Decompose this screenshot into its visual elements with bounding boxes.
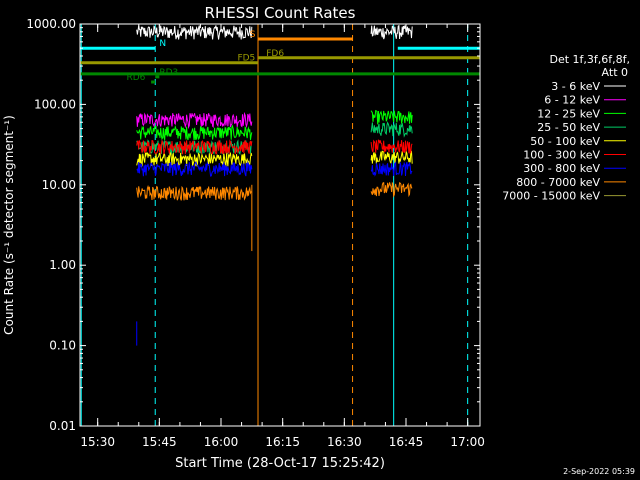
legend-entry-label: 3 - 6 keV xyxy=(551,80,600,93)
state-bar-label: N xyxy=(159,39,166,49)
y-tick-label: 1.00 xyxy=(49,258,76,272)
series-line xyxy=(136,139,253,155)
footer-timestamp: 2-Sep-2022 05:39 xyxy=(563,467,635,476)
series-line xyxy=(370,181,413,198)
plot-area: N S FD5 FD6 RD6 RD3 xyxy=(80,24,480,426)
state-bar-label: S xyxy=(250,30,256,40)
series-line xyxy=(370,121,413,138)
chart-title: RHESSI Count Rates xyxy=(205,4,356,22)
series-line xyxy=(136,139,253,156)
state-bar-label: RD6 xyxy=(126,73,145,83)
legend-header-line-2: Att 0 xyxy=(602,66,628,79)
y-axis-label: Count Rate (s⁻¹ detector segment⁻¹) xyxy=(2,115,16,335)
series-line xyxy=(136,151,253,168)
legend-header-line-1: Det 1f,3f,6f,8f, xyxy=(549,53,630,66)
x-tick-label: 16:45 xyxy=(389,435,424,449)
series-line xyxy=(136,184,252,201)
series-line xyxy=(136,25,253,40)
x-tick-label: 16:15 xyxy=(265,435,300,449)
legend-entry-label: 25 - 50 keV xyxy=(537,121,600,134)
series-line xyxy=(136,124,253,141)
y-axis-ticks: 0.01 0.10 1.00 10.00 100.00 1000.00 xyxy=(26,17,480,433)
series-line xyxy=(370,24,413,40)
x-axis-label: Start Time (28-Oct-17 15:25:42) xyxy=(175,456,385,471)
legend-entry-label: 50 - 100 keV xyxy=(530,135,600,148)
series-line xyxy=(136,160,253,177)
series-line xyxy=(136,111,253,130)
legend-entry-label: 300 - 800 keV xyxy=(523,162,600,175)
legend-entry-label: 100 - 300 keV xyxy=(523,149,600,162)
series-line xyxy=(370,109,413,125)
x-tick-label: 16:00 xyxy=(204,435,239,449)
state-bar-label: RD3 xyxy=(159,68,178,78)
state-bar-label: FD6 xyxy=(266,49,284,59)
y-tick-label: 0.10 xyxy=(49,339,76,353)
y-tick-label: 1000.00 xyxy=(26,17,76,31)
y-tick-label: 0.01 xyxy=(49,419,76,433)
x-axis-ticks: 15:30 15:45 16:00 16:15 16:30 16:45 17:00 xyxy=(80,24,485,449)
plot-frame xyxy=(79,23,481,427)
y-tick-label: 10.00 xyxy=(42,178,76,192)
legend-entry-label: 7000 - 15000 keV xyxy=(502,190,600,203)
series-line xyxy=(370,161,413,177)
state-bar-label: FD5 xyxy=(237,54,255,64)
series-line xyxy=(370,150,413,165)
x-tick-label: 15:30 xyxy=(80,435,115,449)
legend-entry-label: 6 - 12 keV xyxy=(544,94,600,107)
x-tick-label: 17:00 xyxy=(450,435,485,449)
x-tick-label: 16:30 xyxy=(327,435,362,449)
legend-entry-label: 12 - 25 keV xyxy=(537,107,600,120)
legend-entry-label: 800 - 7000 keV xyxy=(516,176,600,189)
x-tick-label: 15:45 xyxy=(142,435,177,449)
series-line xyxy=(370,139,413,155)
y-tick-label: 100.00 xyxy=(34,97,76,111)
